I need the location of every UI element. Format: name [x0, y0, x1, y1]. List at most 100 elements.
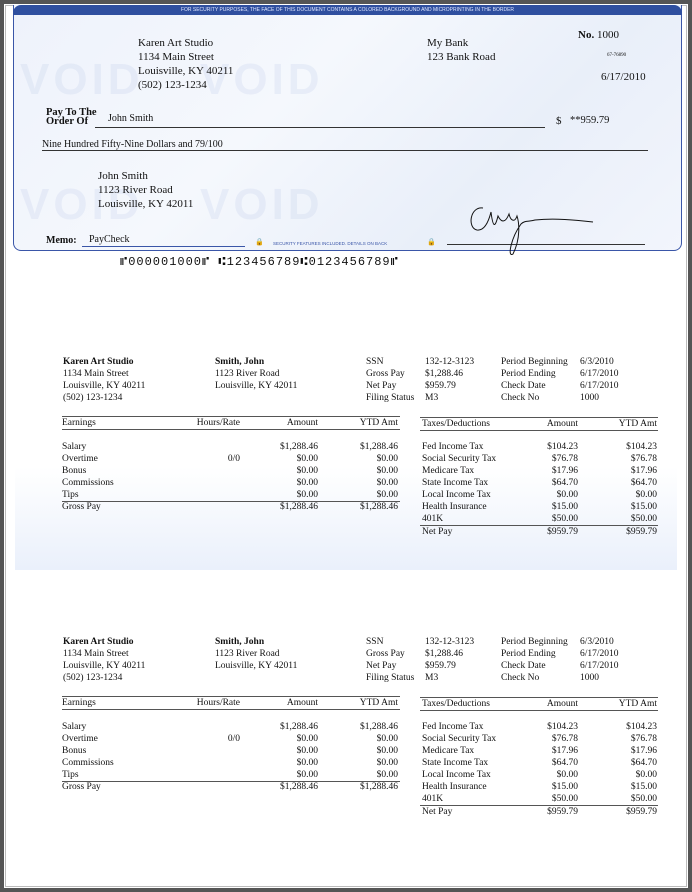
earnings-row-cell: $0.00 — [376, 746, 398, 756]
earnings-row-cell: Overtime — [62, 734, 98, 744]
earnings-row-cell: $1,288.46 — [280, 442, 318, 452]
period-label: Period Ending — [501, 369, 556, 379]
deductions-row-cell: $0.00 — [556, 770, 578, 780]
deductions-total-cell: $959.79 — [626, 807, 657, 817]
lock-icon: 🔒 — [427, 238, 436, 246]
deductions-top-rule — [420, 697, 658, 698]
earnings-row-cell: Bonus — [62, 746, 87, 756]
stub-background — [15, 340, 677, 570]
payer-name: Karen Art Studio — [138, 37, 214, 49]
employer-line: Louisville, KY 40211 — [63, 381, 146, 391]
info-label: Net Pay — [366, 381, 397, 391]
earnings-row-cell: $1,288.46 — [360, 442, 398, 452]
payer-phone: (502) 123-1234 — [138, 79, 207, 91]
deductions-row-cell: $50.00 — [630, 514, 657, 524]
bank-street: 123 Bank Road — [427, 51, 496, 63]
pay-to-label-line2: Order Of — [46, 116, 89, 127]
deductions-row-cell: Medicare Tax — [422, 466, 475, 476]
employee-line: Smith, John — [215, 637, 265, 647]
payee-name: John Smith — [108, 113, 154, 124]
deductions-row-cell: $0.00 — [556, 490, 578, 500]
payee-address: John Smith 1123 River Road Louisville, K… — [98, 169, 193, 211]
earnings-row-cell: Overtime — [62, 454, 98, 464]
earnings-row-cell: $0.00 — [296, 758, 318, 768]
info-label: Filing Status — [366, 393, 415, 403]
earnings-total-cell: $1,288.46 — [360, 782, 398, 792]
check-number: No. 1000 — [578, 29, 619, 41]
period-value: 1000 — [580, 673, 599, 683]
earnings-row-cell: $0.00 — [296, 746, 318, 756]
deductions-total-rule — [420, 805, 658, 806]
check-date: 6/17/2010 — [601, 71, 646, 83]
pay-to-label: Pay To The Order Of — [46, 107, 97, 127]
security-banner: FOR SECURITY PURPOSES, THE FACE OF THIS … — [13, 5, 682, 15]
deductions-row-cell: $17.96 — [630, 746, 657, 756]
deductions-row-cell: $76.78 — [630, 734, 657, 744]
employer-line: (502) 123-1234 — [63, 393, 123, 403]
period-value: 6/17/2010 — [580, 649, 619, 659]
deductions-row-cell: $64.70 — [551, 478, 578, 488]
deductions-row-cell: $64.70 — [551, 758, 578, 768]
deductions-row-cell: Social Security Tax — [422, 734, 497, 744]
deductions-header-cell: YTD Amt — [618, 419, 657, 429]
deductions-total-cell: Net Pay — [422, 527, 453, 537]
deductions-header-cell: YTD Amt — [618, 699, 657, 709]
info-value: 132-12-3123 — [425, 357, 475, 367]
earnings-row-cell: 0/0 — [227, 454, 240, 464]
deductions-row-cell: $15.00 — [630, 782, 657, 792]
employer-line: Karen Art Studio — [63, 357, 134, 367]
period-label: Check No — [501, 393, 540, 403]
void-watermark: VOID — [200, 55, 324, 104]
payee-line — [95, 127, 545, 128]
deductions-row-cell: Fed Income Tax — [422, 722, 484, 732]
earnings-total-cell: $1,288.46 — [280, 502, 318, 512]
pay-stub: Karen Art Studio 1134 Main Street Louisvil… — [0, 356, 692, 546]
security-note: SECURITY FEATURES INCLUDED. DETAILS ON B… — [273, 241, 388, 246]
earnings-row-cell: $0.00 — [296, 770, 318, 780]
earnings-total-rule — [62, 501, 400, 502]
deductions-row-cell: Health Insurance — [422, 782, 487, 792]
period-value: 1000 — [580, 393, 599, 403]
void-watermark: VOID — [20, 55, 144, 104]
check-number-label: No. — [578, 29, 595, 41]
earnings-header-cell: YTD Amt — [359, 418, 398, 428]
period-label: Check Date — [501, 381, 546, 391]
deductions-row-cell: $76.78 — [551, 454, 578, 464]
payer-city: Louisville, KY 40211 — [138, 65, 234, 77]
earnings-row-cell: Commissions — [62, 758, 114, 768]
earnings-row-cell: Salary — [62, 442, 87, 452]
period-value: 6/17/2010 — [580, 381, 619, 391]
employee-line: 1123 River Road — [215, 649, 280, 659]
employee-line: Smith, John — [215, 357, 265, 367]
deductions-total-cell: $959.79 — [547, 527, 578, 537]
pay-to-label-line1: Pay To The — [46, 107, 97, 118]
deductions-header-cell: Taxes/Deductions — [422, 699, 490, 709]
deductions-row-cell: $104.23 — [547, 722, 578, 732]
amount-words-line — [42, 150, 648, 151]
deductions-row-cell: State Income Tax — [422, 758, 489, 768]
earnings-row-cell: $0.00 — [376, 478, 398, 488]
info-value: $959.79 — [425, 381, 456, 391]
earnings-header-cell: Hours/Rate — [196, 698, 240, 708]
void-watermark: VOID — [20, 180, 144, 229]
earnings-row-cell: $0.00 — [296, 734, 318, 744]
earnings-row-cell: Salary — [62, 722, 87, 732]
earnings-header-rule — [62, 709, 400, 710]
earnings-row-cell: $0.00 — [296, 478, 318, 488]
info-label: Gross Pay — [366, 369, 405, 379]
period-value: 6/3/2010 — [580, 637, 614, 647]
memo-label: Memo: — [46, 235, 77, 246]
period-label: Period Beginning — [501, 357, 568, 367]
earnings-row-cell: $1,288.46 — [360, 722, 398, 732]
deductions-row-cell: Local Income Tax — [422, 490, 491, 500]
check-amount: **959.79 — [570, 115, 610, 126]
employer-line: 1134 Main Street — [63, 369, 129, 379]
period-label: Check No — [501, 673, 540, 683]
info-label: SSN — [366, 637, 384, 647]
amount-words: Nine Hundred Fifty-Nine Dollars and 79/1… — [42, 139, 223, 150]
period-value: 6/3/2010 — [580, 357, 614, 367]
deductions-header-rule — [420, 430, 658, 431]
deductions-row-cell: $104.23 — [626, 722, 657, 732]
earnings-total-cell: $1,288.46 — [280, 782, 318, 792]
